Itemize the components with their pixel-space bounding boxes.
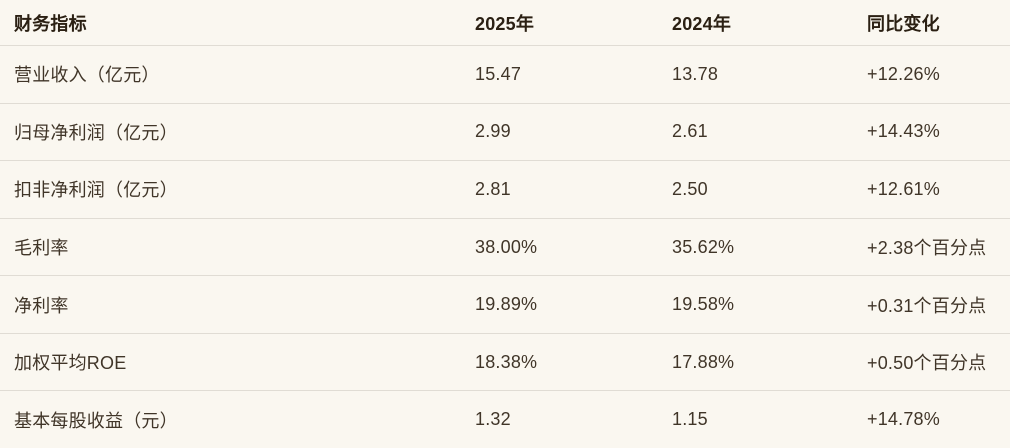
indicator-label: 营业收入（亿元）: [14, 65, 160, 86]
value-2025: 2.99: [475, 121, 511, 142]
value-2024: 19.58%: [672, 294, 735, 315]
value-2025: 1.32: [475, 409, 511, 430]
value-yoy-change: +14.43%: [867, 121, 940, 142]
value-yoy-change: +0.31个百分点: [867, 295, 987, 316]
table-row-revenue: 营业收入（亿元） 15.47 13.78 +12.26%: [0, 46, 1010, 104]
value-2025: 2.81: [475, 178, 511, 199]
indicator-label: 净利率: [14, 295, 69, 316]
value-2024: 2.61: [672, 121, 708, 142]
value-yoy-change: +12.61%: [867, 178, 940, 199]
table-row-weighted-avg-roe: 加权平均ROE 18.38% 17.88% +0.50个百分点: [0, 334, 1010, 392]
table-header-row: 财务指标 2025年 2024年 同比变化: [0, 0, 1010, 46]
table-row-basic-eps: 基本每股收益（元） 1.32 1.15 +14.78%: [0, 391, 1010, 448]
column-header-indicator: 财务指标: [14, 13, 87, 34]
value-2024: 13.78: [672, 63, 719, 84]
value-2024: 35.62%: [672, 236, 735, 257]
column-header-2025: 2025年: [475, 13, 535, 34]
value-2024: 1.15: [672, 409, 708, 430]
value-2024: 17.88%: [672, 351, 735, 372]
indicator-label: 扣非净利润（亿元）: [14, 180, 178, 201]
indicator-label: 基本每股收益（元）: [14, 410, 178, 431]
table-row-non-gaap-net-profit: 扣非净利润（亿元） 2.81 2.50 +12.61%: [0, 161, 1010, 219]
value-yoy-change: +14.78%: [867, 409, 940, 430]
value-2025: 19.89%: [475, 294, 538, 315]
table-row-gross-margin: 毛利率 38.00% 35.62% +2.38个百分点: [0, 219, 1010, 277]
value-2025: 18.38%: [475, 351, 538, 372]
value-2025: 38.00%: [475, 236, 538, 257]
value-yoy-change: +12.26%: [867, 63, 940, 84]
value-2025: 15.47: [475, 63, 522, 84]
table-row-net-margin: 净利率 19.89% 19.58% +0.31个百分点: [0, 276, 1010, 334]
column-header-yoy-change: 同比变化: [867, 13, 940, 34]
column-header-2024: 2024年: [672, 13, 732, 34]
indicator-label: 加权平均ROE: [14, 353, 127, 374]
value-yoy-change: +0.50个百分点: [867, 353, 987, 374]
table-row-net-profit-attributable: 归母净利润（亿元） 2.99 2.61 +14.43%: [0, 104, 1010, 162]
indicator-label: 毛利率: [14, 238, 69, 259]
value-2024: 2.50: [672, 178, 708, 199]
value-yoy-change: +2.38个百分点: [867, 238, 987, 259]
indicator-label: 归母净利润（亿元）: [14, 122, 178, 143]
